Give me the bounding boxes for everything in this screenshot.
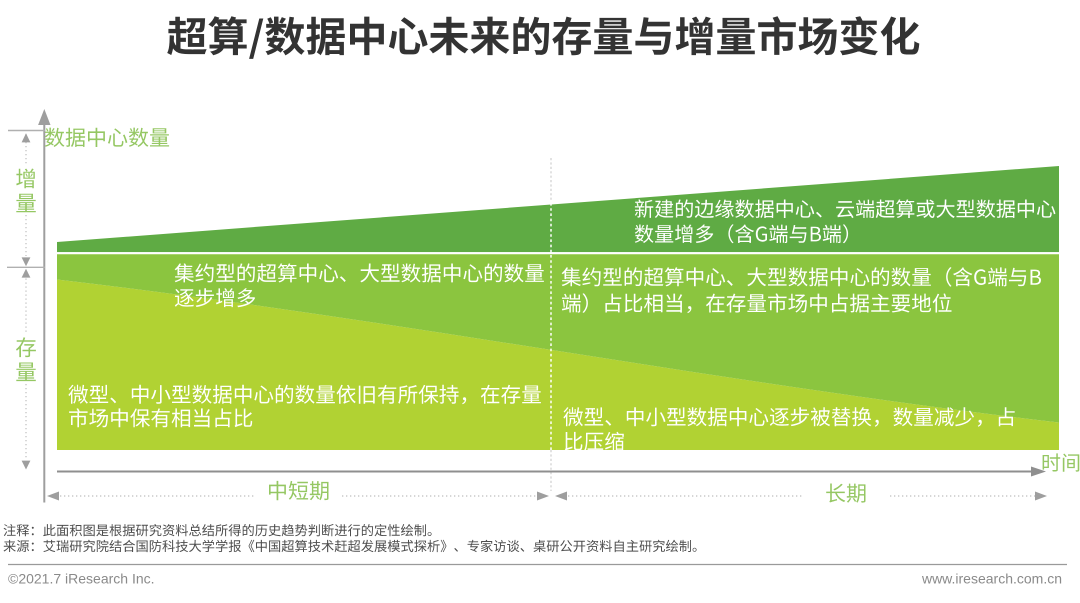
svg-text:www.iresearch.com.cn: www.iresearch.com.cn xyxy=(921,571,1062,587)
svg-text:©2021.7 iResearch Inc.: ©2021.7 iResearch Inc. xyxy=(8,571,155,587)
